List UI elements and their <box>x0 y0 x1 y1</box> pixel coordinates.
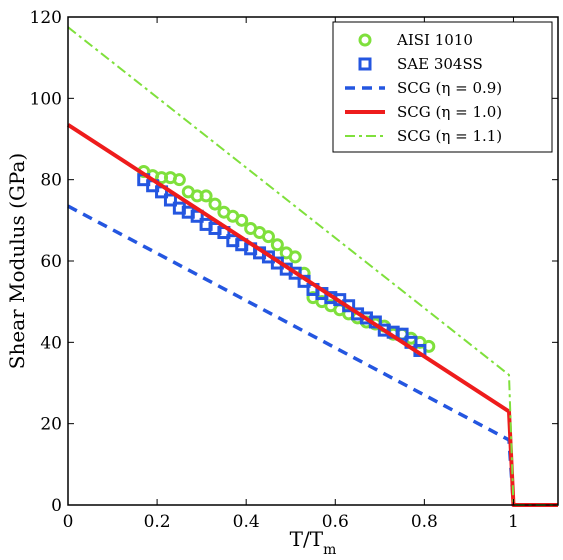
data-point-aisi-1010 <box>270 238 284 252</box>
legend-swatch-sae-304ss <box>358 57 372 71</box>
legend: AISI 1010 SAE 304SS SCG (η = 0.9) SCG (η = … <box>332 21 553 153</box>
data-point-aisi-1010 <box>235 213 249 227</box>
x-tick-label: 0.6 <box>322 512 349 532</box>
y-tick-label: 20 <box>40 415 62 435</box>
x-axis-label: T/Tm <box>290 527 337 558</box>
legend-swatch-aisi-1010 <box>358 33 372 47</box>
data-point-sae-304ss <box>163 193 177 207</box>
y-tick-label: 60 <box>40 252 62 272</box>
axis-ticks: 0 0.2 0.4 0.6 0.8 1 0 20 40 60 80 100 120 <box>30 8 558 532</box>
data-point-aisi-1010 <box>172 173 186 187</box>
data-point-sae-304ss <box>190 209 204 223</box>
y-axis-label: Shear Modulus (GPa) <box>5 153 29 369</box>
y-tick-label: 100 <box>30 89 62 109</box>
x-axis-label-main: T/T <box>290 527 324 551</box>
y-tick-label: 0 <box>51 496 62 516</box>
x-tick-label: 0.2 <box>144 512 171 532</box>
legend-label-aisi-1010: AISI 1010 <box>396 31 473 49</box>
y-tick-label: 80 <box>40 171 62 191</box>
series-line-scg-1-0 <box>66 123 558 507</box>
data-point-aisi-1010 <box>208 197 222 211</box>
legend-label-scg-1-1: SCG (η = 1.1) <box>397 127 502 145</box>
legend-label-scg-1-0: SCG (η = 1.0) <box>397 103 502 121</box>
legend-label-scg-0-9: SCG (η = 0.9) <box>397 79 502 97</box>
x-tick-label: 0 <box>63 512 74 532</box>
legend-label-sae-304ss: SAE 304SS <box>397 55 483 73</box>
y-tick-label: 40 <box>40 333 62 353</box>
data-point-sae-304ss <box>395 327 409 341</box>
x-tick-label: 0.4 <box>233 512 260 532</box>
data-point-sae-304ss <box>288 266 302 280</box>
data-point-aisi-1010 <box>261 230 275 244</box>
data-point-aisi-1010 <box>199 189 213 203</box>
y-tick-label: 120 <box>30 8 62 28</box>
x-tick-label: 0.8 <box>411 512 438 532</box>
x-tick-label: 1 <box>508 512 519 532</box>
data-point-aisi-1010 <box>288 250 302 264</box>
x-axis-label-sub: m <box>323 542 336 558</box>
